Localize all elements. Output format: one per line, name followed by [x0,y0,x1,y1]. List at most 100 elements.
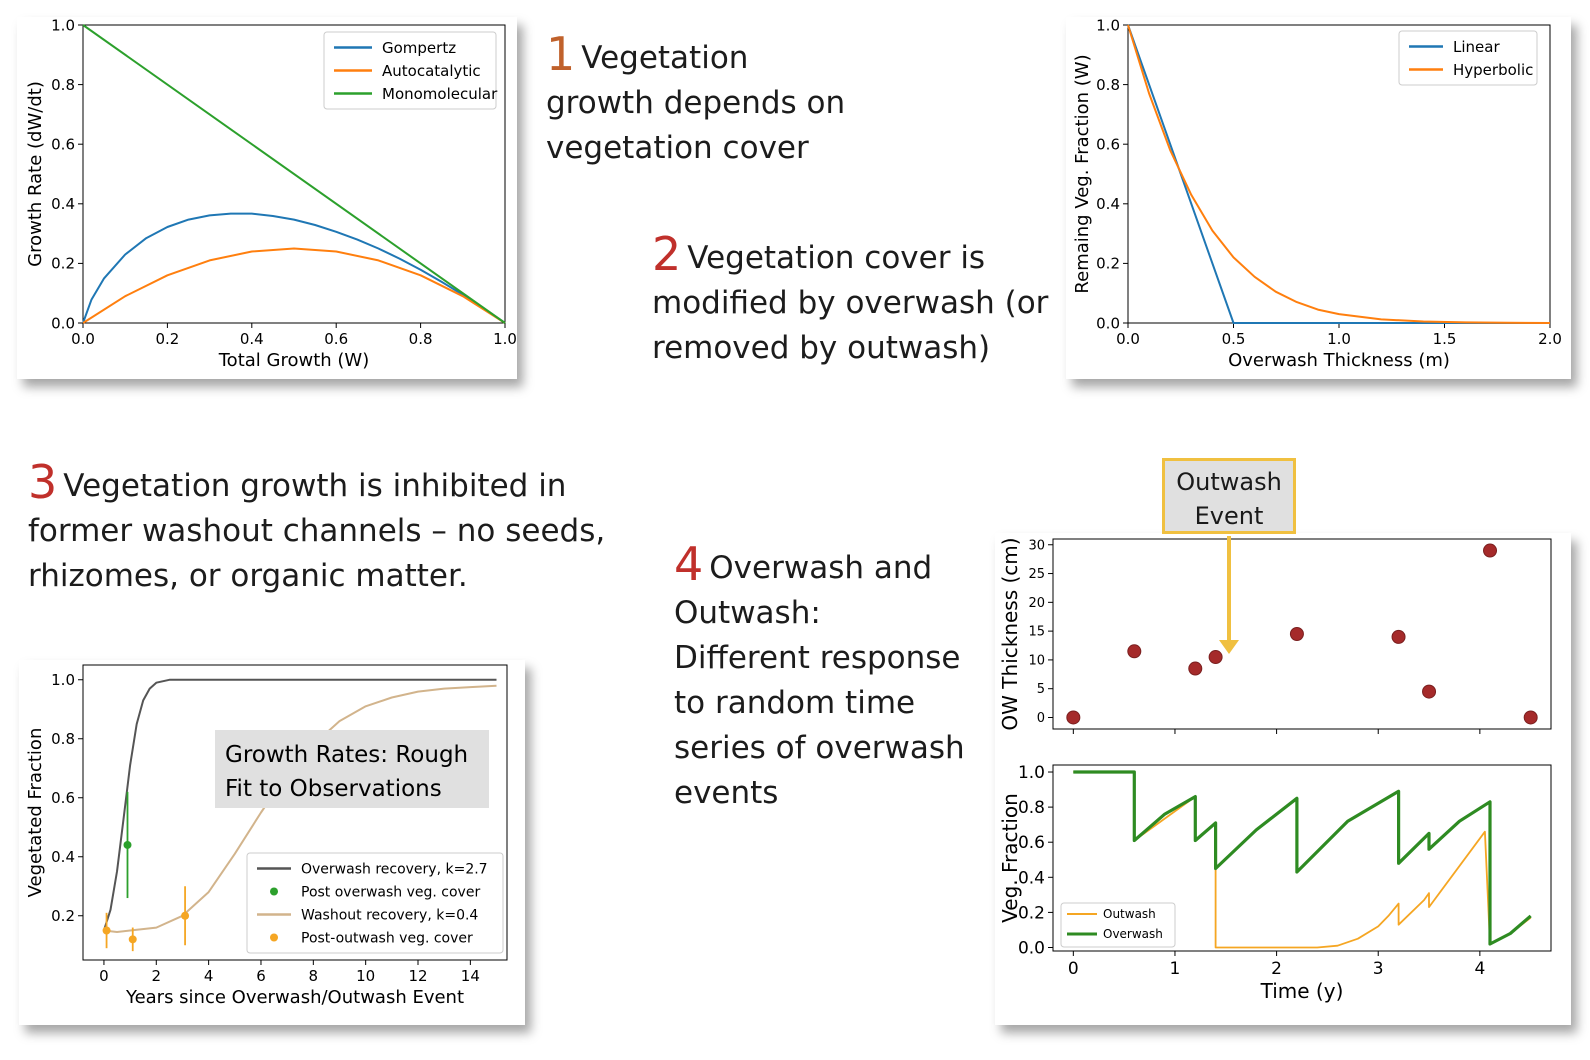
scatter-point [1523,710,1538,725]
x-tick-label: 14 [461,967,480,985]
text-line: Vegetation growth is inhibited in [63,468,567,504]
legend-label: Overwash [1103,927,1163,941]
annotation-line: Growth Rates: Rough [225,742,468,768]
annotation-box [215,730,489,808]
y-tick-label: 0.6 [51,789,75,807]
x-tick-label: 6 [256,967,266,985]
text-line: Different response [674,640,961,676]
x-tick-label: 0.0 [1116,330,1140,348]
data-point [102,926,111,935]
y-tick-label: 0.0 [51,314,75,332]
data-point [123,840,132,849]
timeseries-chart: 0 5 10 15 20 25 30 OW Thickness (cm) 0 1 2 3 4 0.0 0.2… [998,537,1552,1003]
text-line: events [674,775,779,811]
series-line-gompertz [82,212,506,324]
scatter-point [1066,710,1081,725]
legend-label: Outwash [1103,907,1156,921]
legend-marker [270,933,278,942]
annotation-line: Fit to Observations [225,776,442,802]
scatter-point [1208,650,1223,665]
text-block-1: 1 Vegetation growth depends on vegetation… [546,31,846,171]
y-tick-label: 0.8 [1096,76,1120,94]
y-tick-label: 0.0 [1096,314,1120,332]
text-line: removed by outwash) [652,330,991,366]
x-tick-label: 0 [1068,959,1079,979]
plot-frame [82,664,508,961]
text-block-4: 4 Overwash and Outwash: Different respons… [674,541,965,816]
series-line-hyperbolic [1127,24,1551,324]
y-tick-label: 0.2 [1096,255,1120,273]
x-tick-label: 3 [1373,959,1384,979]
y-tick-label: 0.0 [1018,938,1045,958]
recovery-chart-panel: 0 2 4 6 8 10 12 14 0.2 0.4 0.6 0.8 1.0 Years since Ov… [19,660,525,1025]
y-tick-label: 0.6 [1018,833,1045,853]
x-tick-label: 0.5 [1222,330,1246,348]
scatter-point [1188,661,1203,676]
text-line: Vegetation [581,40,749,76]
scatter-point [1483,543,1498,558]
legend-box [323,31,497,110]
x-tick-label: 12 [408,967,427,985]
legend-label: Hyperbolic [1453,61,1533,79]
y-tick-label: 0.2 [51,255,75,273]
series-line-autocatalytic [82,247,506,324]
plot-frame [1052,538,1552,730]
text-block-3: 3 Vegetation growth is inhibited in forme… [28,459,606,599]
x-tick-label: 1.0 [1327,330,1351,348]
step-number-4: 4 [674,537,704,591]
x-tick-label: 1.0 [493,330,517,348]
step-number-1: 1 [546,27,576,81]
legend-box [1398,30,1538,86]
scatter-point [1422,684,1437,699]
data-point [128,935,137,944]
x-tick-label: 10 [356,967,375,985]
series-line-linear [1127,24,1550,324]
scatter-point [1289,627,1304,641]
y-tick-label: 30 [1028,538,1045,553]
legend-marker [270,887,278,896]
text-line: Outwash: [674,595,821,631]
y-tick-label: 10 [1028,653,1045,668]
x-tick-label: 0.4 [240,330,264,348]
recovery-chart: 0 2 4 6 8 10 12 14 0.2 0.4 0.6 0.8 1.0 Years since Ov… [25,664,508,1008]
text-line: series of overwash [674,730,965,766]
text-line: Overwash and [709,550,933,586]
y-tick-label: 0.8 [1018,798,1045,818]
y-tick-label: 20 [1028,596,1045,611]
x-tick-label: 2 [152,967,162,985]
callout-line: Event [1194,502,1264,530]
text-line: to random time [674,685,916,721]
y-tick-label: 0.4 [51,195,75,213]
y-tick-label: 5 [1037,682,1045,697]
x-tick-label: 2.0 [1538,330,1562,348]
series-line-recovery [102,678,497,931]
text-line: former washout channels – no seeds, [28,513,606,549]
overwash-remaining-chart: 0.0 0.5 1.0 1.5 2.0 0.0 0.2 0.4 0.6 0.8 1.0 Overwas… [1072,17,1562,371]
step-number-3: 3 [28,455,58,509]
y-axis-label: Vegetated Fraction [25,728,46,898]
y-tick-label: 1.0 [1018,763,1045,783]
text-line: growth depends on [546,85,846,121]
x-tick-label: 0.6 [324,330,348,348]
x-tick-label: 0 [99,967,109,985]
y-axis-label: OW Thickness (cm) [998,537,1022,730]
y-tick-label: 0.8 [51,76,75,94]
y-tick-label: 0.4 [1018,868,1045,888]
x-axis-label: Overwash Thickness (m) [1228,350,1450,371]
series-line-overwash [1073,770,1532,946]
y-tick-label: 0.6 [1096,135,1120,153]
growth-rate-chart-panel: 0.0 0.2 0.4 0.6 0.8 1.0 0.0 0.2 0.4 0.6 0.8 1.0 Tota… [17,17,517,379]
text-line: modified by overwash (or [652,285,1049,321]
legend-label: Autocatalytic [382,62,481,80]
text-line: rhizomes, or organic matter. [28,558,468,594]
text-line: Vegetation cover is [687,240,986,276]
x-tick-label: 2 [1271,959,1282,979]
scatter-point [1391,629,1406,644]
scatter-point [1127,644,1142,659]
legend-label: Linear [1453,38,1500,56]
x-axis-label: Total Growth (W) [218,350,369,371]
series-line-monomolecular [82,24,506,324]
y-tick-label: 0 [1037,711,1045,726]
legend-label: Gompertz [382,39,456,57]
legend-label: Monomolecular [382,85,498,103]
